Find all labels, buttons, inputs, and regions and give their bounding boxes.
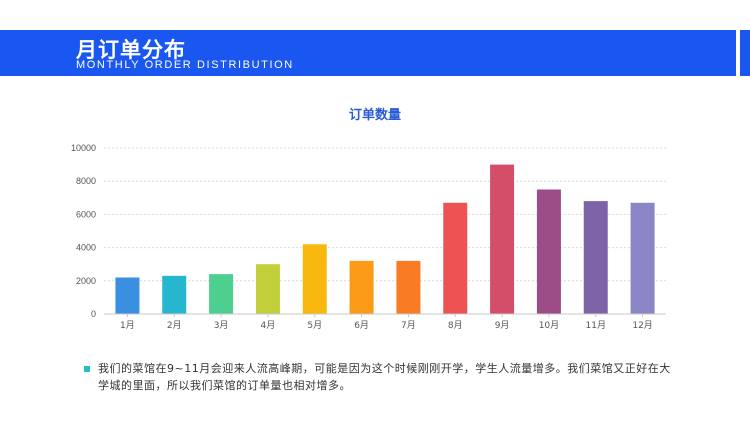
y-tick-label: 6000: [76, 209, 96, 219]
x-tick-label: 7月: [401, 320, 416, 331]
x-axis-ticks: 1月 2月 3月 4月 5月 6月 7月 8月 9月 10月 11月 12月: [120, 314, 653, 331]
bar-1: [115, 277, 140, 314]
bar-8: [443, 202, 468, 314]
bar-10: [536, 189, 561, 314]
x-tick-label: 9月: [495, 320, 510, 331]
x-tick-label: 5月: [307, 320, 322, 331]
x-tick-label: 2月: [167, 320, 182, 331]
x-tick-label: 3月: [214, 320, 229, 331]
bar-2: [162, 275, 187, 314]
y-tick-label: 10000: [71, 143, 96, 153]
note-paragraph: 我们的菜馆在9~11月会迎来人流高峰期，可能是因为这个时候刚刚开学，学生人流量增…: [84, 360, 676, 394]
bar-11: [583, 201, 608, 314]
bar-4: [255, 264, 280, 314]
note-text: 我们的菜馆在9~11月会迎来人流高峰期，可能是因为这个时候刚刚开学，学生人流量增…: [98, 362, 671, 392]
bar-3: [209, 274, 234, 314]
header-banner: 月订单分布 MONTHLY ORDER DISTRIBUTION: [0, 30, 736, 76]
banner-edge-accent: [740, 30, 750, 76]
x-tick-label: 6月: [354, 320, 369, 331]
bar-9: [490, 164, 515, 314]
x-tick-label: 10月: [539, 320, 559, 331]
x-tick-label: 8月: [448, 320, 463, 331]
bars: [115, 164, 655, 314]
bar-12: [630, 202, 655, 314]
x-tick-label: 4月: [261, 320, 276, 331]
x-tick-label: 12月: [632, 320, 652, 331]
page-title: 月订单分布: [76, 38, 186, 62]
x-tick-label: 1月: [120, 320, 135, 331]
y-tick-label: 2000: [76, 276, 96, 286]
bar-6: [349, 260, 374, 314]
grid-lines: [104, 147, 666, 282]
y-tick-label: 4000: [76, 243, 96, 253]
y-axis-ticks: 0 2000 4000 6000 8000 10000: [71, 143, 96, 319]
bar-5: [302, 244, 327, 314]
bar-7: [396, 260, 421, 314]
bullet-square-icon: [84, 366, 90, 372]
chart-title: 订单数量: [348, 108, 401, 123]
y-tick-label: 0: [91, 309, 96, 319]
page-subtitle: MONTHLY ORDER DISTRIBUTION: [76, 59, 294, 71]
x-tick-label: 11月: [586, 320, 606, 331]
y-tick-label: 8000: [76, 176, 96, 186]
